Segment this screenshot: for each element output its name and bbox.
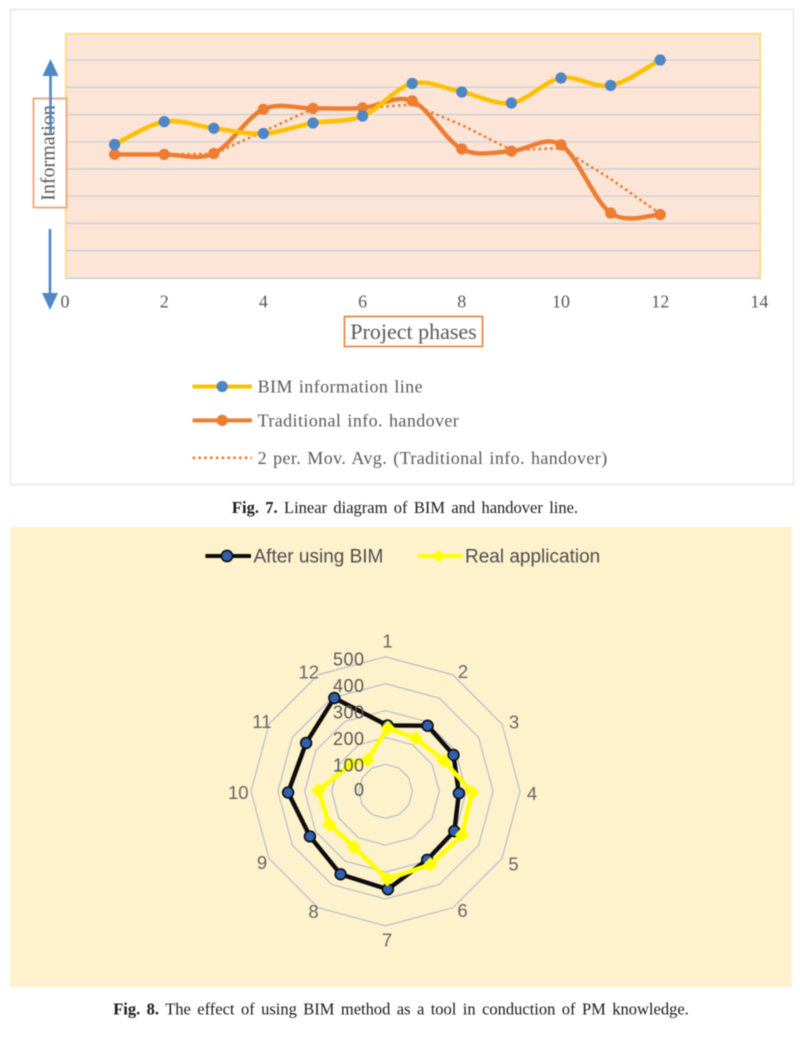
svg-text:Project phases: Project phases <box>350 319 476 344</box>
svg-text:6: 6 <box>457 900 467 921</box>
svg-text:8: 8 <box>308 901 318 922</box>
svg-text:0: 0 <box>354 780 365 800</box>
svg-text:Traditional info. handover: Traditional info. handover <box>258 410 460 430</box>
svg-text:14: 14 <box>750 292 768 312</box>
svg-text:Fig. 8. The effect of using BI: Fig. 8. The effect of using BIM method a… <box>113 1000 689 1019</box>
svg-text:200: 200 <box>333 729 365 749</box>
svg-text:8: 8 <box>457 292 466 312</box>
svg-text:11: 11 <box>252 711 271 732</box>
svg-text:After using BIM: After using BIM <box>254 547 384 568</box>
svg-text:Fig. 7. Linear diagram of BIM: Fig. 7. Linear diagram of BIM and handov… <box>232 498 578 517</box>
svg-text:4: 4 <box>527 783 537 804</box>
svg-text:400: 400 <box>333 676 365 696</box>
svg-text:12: 12 <box>651 292 669 312</box>
svg-text:Information: Information <box>38 105 60 201</box>
svg-text:500: 500 <box>333 649 365 669</box>
svg-text:300: 300 <box>333 702 365 722</box>
svg-text:1: 1 <box>382 631 392 652</box>
svg-text:10: 10 <box>228 782 249 803</box>
svg-text:2: 2 <box>160 292 169 312</box>
svg-text:6: 6 <box>358 292 367 312</box>
svg-text:10: 10 <box>552 292 570 312</box>
svg-text:9: 9 <box>257 852 267 873</box>
svg-text:4: 4 <box>259 292 268 312</box>
svg-text:3: 3 <box>509 712 519 733</box>
svg-text:Real application: Real application <box>465 547 600 568</box>
svg-text:100: 100 <box>333 755 365 775</box>
svg-text:BIM information line: BIM information line <box>258 377 423 397</box>
svg-text:7: 7 <box>382 930 392 951</box>
svg-text:5: 5 <box>508 854 518 875</box>
svg-text:0: 0 <box>61 292 70 312</box>
svg-text:12: 12 <box>299 662 320 683</box>
svg-text:2 per. Mov. Avg. (Traditional: 2 per. Mov. Avg. (Traditional info. hand… <box>258 448 608 469</box>
svg-text:2: 2 <box>458 661 468 682</box>
